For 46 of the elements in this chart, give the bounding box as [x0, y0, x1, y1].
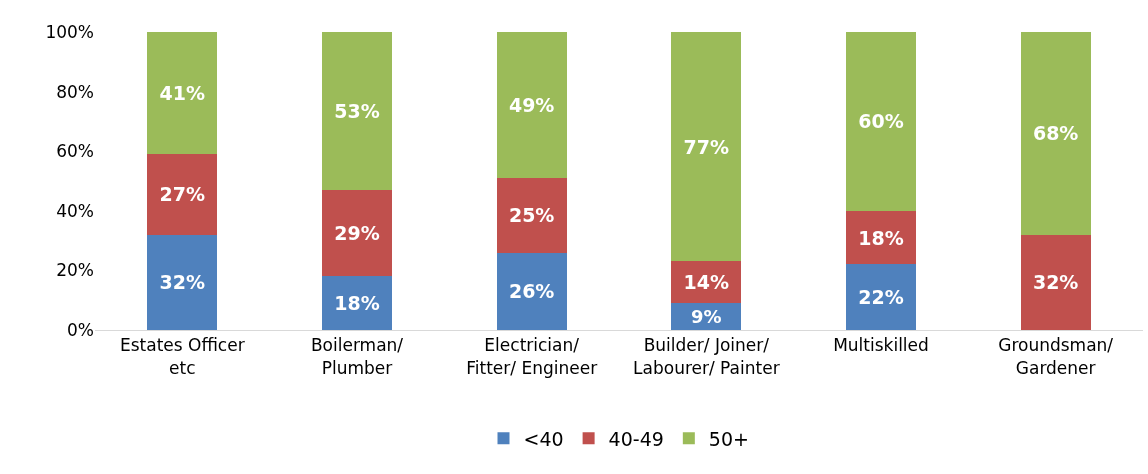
data-label: 18% — [334, 292, 380, 315]
bar — [322, 189, 392, 277]
bar — [846, 32, 916, 211]
y-tick-label: 40% — [56, 200, 94, 221]
legend-label: <40 — [523, 427, 564, 450]
x-tick-label: Estates Officer etc — [119, 335, 245, 378]
data-label: 77% — [683, 135, 730, 158]
y-tick-label: 60% — [56, 141, 94, 162]
bar — [322, 276, 392, 330]
data-label: 25% — [508, 204, 555, 227]
data-label: 49% — [508, 94, 555, 117]
y-tick-label: 100% — [45, 21, 94, 42]
y-tick-label: 0% — [67, 319, 94, 340]
data-label: 18% — [858, 226, 904, 249]
x-tick-label: Multiskilled — [833, 335, 929, 356]
x-tick-label: Electrician/ Fitter/ Engineer — [466, 335, 598, 378]
data-label: 22% — [858, 286, 904, 309]
bar — [846, 264, 916, 330]
data-label: 41% — [159, 82, 206, 105]
bar — [147, 32, 218, 155]
data-label: 27% — [159, 183, 206, 206]
x-tick-label: Boilerman/ Plumber — [310, 335, 404, 378]
legend-label: 40-49 — [608, 427, 664, 450]
x-tick-label: Builder/ Joiner/ Labourer/ Painter — [633, 335, 780, 378]
data-label: 68% — [1032, 122, 1079, 145]
data-label: 14% — [683, 271, 730, 294]
bar — [322, 32, 392, 190]
data-label: 53% — [334, 99, 380, 122]
y-tick-label: 80% — [56, 81, 94, 102]
data-label: 32% — [159, 271, 206, 294]
data-label: 32% — [1032, 271, 1079, 294]
bar — [1020, 234, 1091, 330]
bar — [1020, 32, 1091, 235]
data-label: 26% — [508, 280, 555, 303]
bar — [147, 234, 218, 330]
y-tick-label: 20% — [56, 260, 94, 281]
legend-label: 50+ — [708, 427, 749, 450]
data-label: 29% — [334, 222, 380, 245]
data-label: 9% — [691, 306, 722, 328]
x-tick-label: Groundsman/ Gardener — [998, 335, 1114, 378]
bar — [147, 154, 218, 235]
bar — [671, 32, 742, 262]
bar — [496, 178, 567, 253]
bar — [496, 32, 567, 179]
data-label: 60% — [858, 110, 904, 133]
bar — [496, 252, 567, 330]
